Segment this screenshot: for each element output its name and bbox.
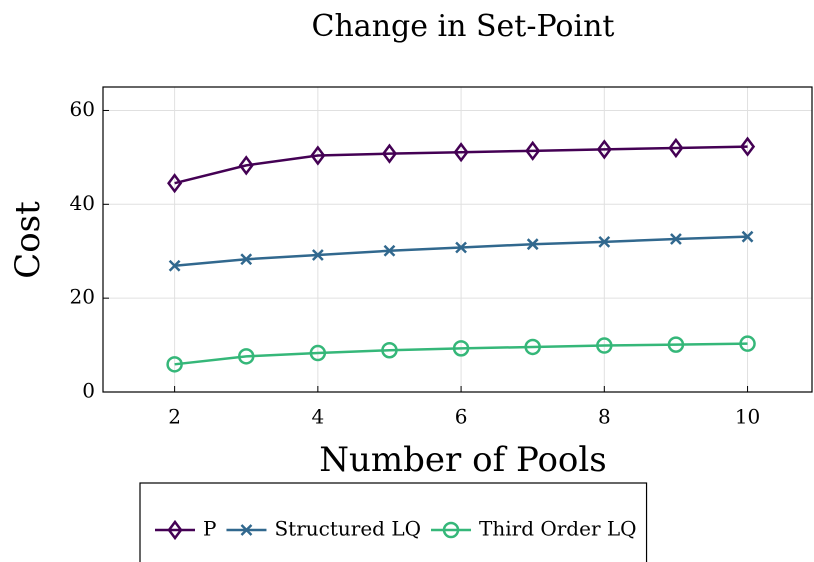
x-axis-label: Number of Pools — [319, 440, 606, 480]
marker — [670, 233, 682, 245]
x-tick-label: 4 — [311, 405, 324, 429]
marker — [525, 140, 541, 161]
marker — [167, 173, 183, 194]
marker — [596, 337, 613, 354]
marker — [383, 244, 396, 257]
legend: P Structured LQ Third Order LQ — [139, 482, 648, 562]
marker — [668, 137, 684, 159]
y-tick-label: 0 — [82, 379, 95, 403]
x-tick-label: 10 — [735, 405, 760, 429]
marker — [166, 356, 183, 373]
marker — [741, 230, 754, 243]
x-tick-label: 6 — [455, 405, 468, 429]
marker — [524, 338, 541, 356]
marker — [311, 249, 324, 261]
legend-label: Structured LQ — [274, 517, 421, 541]
marker — [596, 139, 612, 160]
marker — [453, 142, 469, 163]
marker — [310, 145, 326, 166]
marker — [381, 143, 398, 164]
y-tick-label: 60 — [70, 97, 95, 121]
marker — [168, 259, 181, 272]
marker — [455, 241, 467, 254]
y-tick-label: 40 — [70, 191, 95, 215]
marker — [667, 336, 685, 353]
y-tick-label: 20 — [70, 285, 95, 309]
marker — [381, 341, 398, 359]
marker — [739, 335, 756, 352]
marker — [526, 238, 539, 251]
legend-marker — [442, 521, 460, 539]
marker — [739, 136, 756, 157]
chart-title: Change in Set-Point — [312, 9, 615, 44]
marker — [598, 235, 611, 248]
legend-marker — [240, 524, 253, 536]
legend-marker — [167, 519, 183, 541]
plot-frame — [102, 86, 813, 393]
legend-label: Third Order LQ — [479, 517, 637, 541]
marker — [238, 155, 254, 176]
series-line — [174, 342, 748, 366]
x-tick-label: 8 — [598, 405, 611, 429]
marker — [240, 253, 253, 266]
marker — [309, 344, 327, 362]
legend-label: P — [203, 517, 216, 541]
x-tick-label: 2 — [168, 405, 181, 429]
legend-box — [139, 482, 648, 562]
series-line — [174, 145, 748, 185]
marker — [452, 340, 470, 357]
y-axis-label: Cost — [8, 201, 48, 279]
marker — [237, 348, 255, 365]
